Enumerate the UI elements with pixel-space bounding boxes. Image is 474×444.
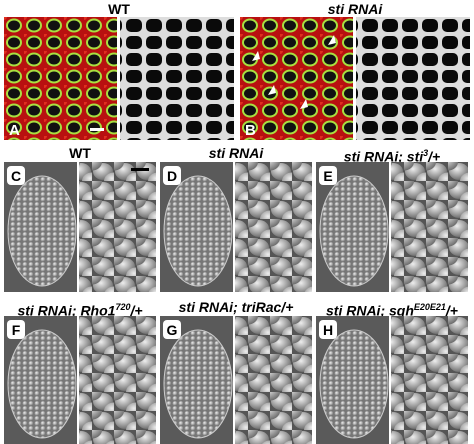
- fluorescence-panel: A: [4, 17, 234, 140]
- compound-eye: [7, 175, 77, 287]
- sem-panel: G: [160, 316, 312, 444]
- title-text: sti RNAi: [208, 145, 264, 161]
- compound-eye: [163, 175, 233, 287]
- compound-eye: [7, 329, 77, 439]
- panel-letter: E: [323, 168, 332, 184]
- panel-title: sti RNAi: [136, 145, 336, 161]
- title-text: sti RNAi; Rho1: [17, 302, 116, 319]
- title-text: WT: [108, 1, 130, 17]
- panel-letter: A: [9, 122, 20, 139]
- scale-bar: [90, 128, 104, 131]
- arrowhead: [268, 85, 276, 95]
- facet-closeup: [235, 162, 312, 292]
- compound-eye: [163, 329, 233, 439]
- scale-bar: [131, 168, 149, 171]
- title-text: sti RNAi; triRac/+: [178, 299, 294, 315]
- panel-title: sti RNAi; Rho1720/+: [0, 299, 180, 319]
- facet-closeup: [79, 162, 156, 292]
- title-superscript: 720: [115, 302, 131, 312]
- sem-panel: C: [4, 162, 156, 292]
- facet-closeup: [391, 316, 468, 444]
- letter-box: [319, 166, 337, 185]
- title-text: sti RNAi; sti: [343, 148, 424, 165]
- panel-title: sti RNAi; sqhE20E21/+: [292, 299, 474, 319]
- panel-title: WT: [0, 145, 180, 161]
- panel-title: sti RNAi; sti3/+: [292, 145, 474, 165]
- gray-image: [356, 17, 470, 140]
- green-red-image: [240, 17, 353, 140]
- panel-title: sti RNAi; triRac/+: [136, 299, 336, 315]
- letter-box: [7, 166, 25, 185]
- panel-title: WT: [19, 1, 219, 17]
- title-superscript: 3: [423, 148, 429, 158]
- fluorescence-panel: B: [240, 17, 470, 140]
- facet-closeup: [235, 316, 312, 444]
- letter-box: [319, 320, 337, 339]
- compound-eye: [319, 175, 389, 287]
- letter-box: [163, 166, 181, 185]
- title-superscript: E20E21: [413, 302, 446, 312]
- facet-closeup: [79, 316, 156, 444]
- facet-closeup: [391, 162, 468, 292]
- letter-box: [7, 320, 25, 339]
- letter-box: [163, 320, 181, 339]
- title-text: sti RNAi; sqh: [326, 302, 414, 319]
- arrowhead: [300, 99, 308, 109]
- sem-panel: D: [160, 162, 312, 292]
- compound-eye: [319, 329, 389, 439]
- panel-letter: H: [323, 322, 333, 338]
- title-text: sti RNAi: [327, 1, 383, 17]
- gray-image: [120, 17, 234, 140]
- title-suffix: /+: [130, 302, 143, 319]
- panel-letter: B: [245, 122, 256, 139]
- sem-panel: F: [4, 316, 156, 444]
- arrowhead: [328, 35, 336, 45]
- panel-letter: C: [11, 168, 21, 184]
- title-suffix: /+: [445, 302, 458, 319]
- panel-title: sti RNAi: [255, 1, 455, 17]
- panel-letter: F: [12, 322, 21, 338]
- title-suffix: /+: [428, 148, 441, 165]
- sem-panel: E: [316, 162, 468, 292]
- arrowhead: [252, 51, 260, 61]
- title-text: WT: [69, 145, 91, 161]
- green-red-image: [4, 17, 117, 140]
- panel-letter: G: [167, 322, 178, 338]
- panel-letter: D: [167, 168, 177, 184]
- sem-panel: H: [316, 316, 468, 444]
